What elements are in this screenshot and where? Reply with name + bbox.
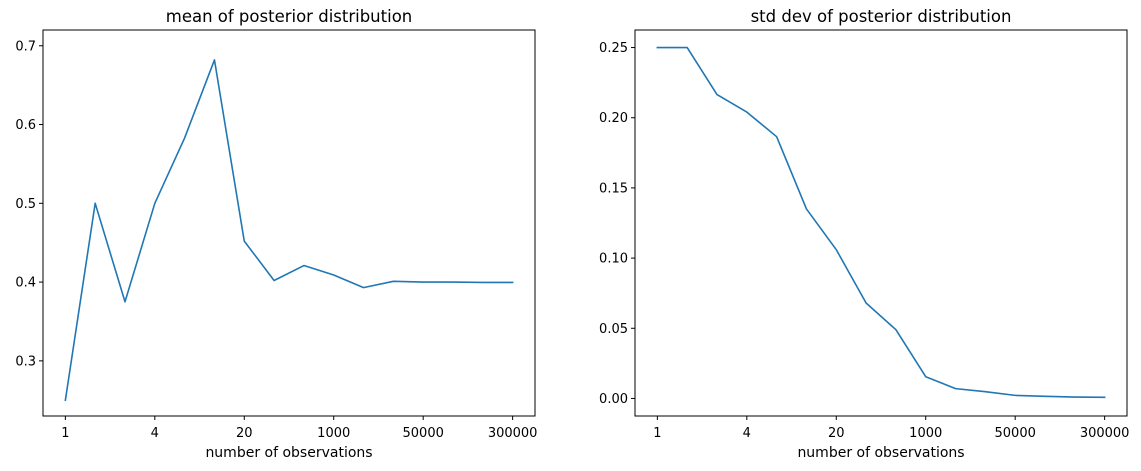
stddev-x-tick-label: 20 [828,426,845,441]
stddev-y-tick-label: 0.25 [599,41,628,56]
mean-x-tick-label: 4 [151,426,159,441]
mean-x-tick-label: 1 [61,426,69,441]
stddev-chart-title: std dev of posterior distribution [751,7,1012,26]
stddev-axes-frame [634,29,1128,417]
stddev-y-tick-label: 0.20 [599,111,628,126]
stddev-series-line-0 [656,46,1106,399]
stddev-y-tick-label: 0.05 [599,322,628,337]
stddev-y-tick-label: 0.15 [599,181,628,196]
mean-y-tick-label: 0.7 [15,39,36,54]
stddev-y-tick-label: 0.10 [599,252,628,267]
mean-y-tick-label: 0.6 [15,118,36,133]
mean-x-tick-label: 50000 [403,426,444,441]
mean-axes-frame [42,29,536,417]
stddev-x-tick-label: 300000 [1080,426,1130,441]
mean-x-tick-label: 1000 [317,426,350,441]
stddev-x-tick-label: 1000 [909,426,942,441]
mean-x-tick-label: 20 [236,426,253,441]
mean-x-tick-label: 300000 [488,426,538,441]
mean-y-tick-label: 0.5 [15,197,36,212]
mean-series-line-0 [64,59,514,402]
std-dev-posterior-chart: 1 4 20 1000 50000 300000 0.00 0.05 0.10 0.15 0.20 0… [599,7,1129,461]
stddev-x-tick-label: 4 [743,426,751,441]
mean-chart-title: mean of posterior distribution [166,7,413,26]
mean-y-tick-label: 0.4 [15,276,36,291]
mean-x-axis-label: number of observations [205,445,372,461]
mean-y-tick-label: 0.3 [15,354,36,369]
stddev-x-axis-label: number of observations [797,445,964,461]
stddev-x-tick-label: 50000 [995,426,1036,441]
stddev-y-tick-label: 0.00 [599,392,628,407]
mean-posterior-chart: 1 4 20 1000 50000 300000 0.3 0.4 0.5 0.6 0.7 mean o… [15,7,537,461]
stddev-x-tick-label: 1 [653,426,661,441]
